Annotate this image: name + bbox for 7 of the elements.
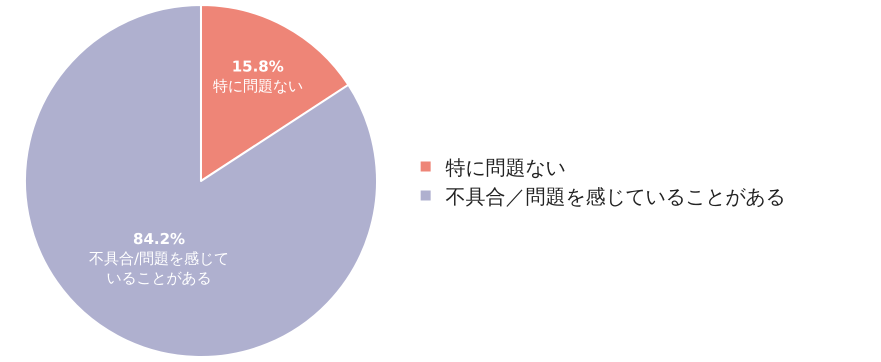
legend-label: 特に問題ない — [446, 155, 566, 180]
legend-label: 不具合／問題を感じていることがある — [446, 184, 786, 208]
data-label: 84.2% — [133, 230, 186, 248]
text: 不具合/問題を感じていることがある — [89, 249, 230, 287]
data-label: 15.8% — [232, 57, 284, 76]
pie-slice — [24, 4, 378, 358]
slice-label: 特に問題ない — [212, 76, 303, 95]
